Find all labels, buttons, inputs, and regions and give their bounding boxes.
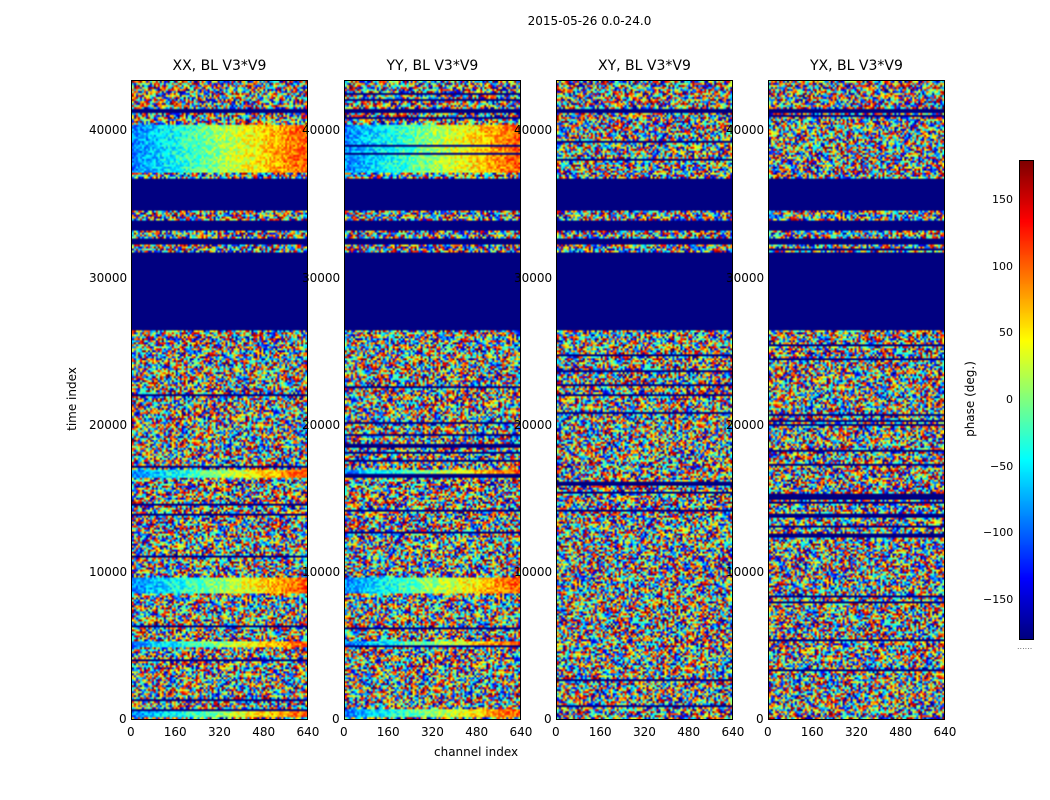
x-tick-label: 480 (465, 725, 489, 739)
y-tick-label: 10000 (89, 564, 128, 579)
colorbar-gradient (1020, 161, 1033, 639)
x-tick-label: 160 (376, 725, 400, 739)
heatmap-image-xy (557, 81, 732, 719)
x-tick-label: 160 (588, 725, 612, 739)
colorbar-tick-label: 50 (999, 326, 1013, 340)
x-tick-label: 480 (889, 725, 913, 739)
heatmap-image-xx (132, 81, 307, 719)
heatmap-panel-xy (556, 80, 733, 720)
x-tick-label: 640 (721, 725, 745, 739)
heatmap-panel-yx (768, 80, 945, 720)
colorbar (1019, 160, 1034, 640)
heatmap-panel-yy (344, 80, 521, 720)
x-tick-label: 320 (633, 725, 656, 739)
y-tick-label: 10000 (726, 564, 765, 579)
panel-title-xx: XX, BL V3*V9 (172, 58, 267, 74)
x-tick-label: 0 (764, 725, 772, 739)
x-tick-label: 640 (296, 725, 320, 739)
heatmap-panel-xx (131, 80, 308, 720)
y-tick-label: 40000 (89, 123, 128, 138)
colorbar-tick-label: −50 (990, 459, 1014, 473)
y-tick-label: 30000 (514, 270, 553, 285)
y-tick-label: 30000 (726, 270, 765, 285)
x-tick-label: 0 (552, 725, 560, 739)
x-tick-label: 480 (252, 725, 276, 739)
x-tick-label: 320 (421, 725, 444, 739)
heatmap-image-yy (345, 81, 520, 719)
x-tick-label: 640 (509, 725, 533, 739)
colorbar-tick-label: −100 (983, 526, 1014, 540)
colorbar-tick-label: 0 (1006, 393, 1013, 406)
panel-title-xy: XY, BL V3*V9 (598, 58, 691, 74)
colorbar-label: phase (deg.) (962, 361, 977, 437)
x-tick-label: 160 (800, 725, 824, 739)
x-tick-label: 0 (340, 725, 348, 739)
colorbar-tick-label: 100 (992, 259, 1013, 273)
x-tick-label: 320 (208, 725, 231, 739)
colorbar-tick-label: −150 (983, 593, 1014, 606)
heatmap-image-yx (769, 81, 944, 719)
figure-suptitle: 2015-05-26 0.0-24.0 (527, 14, 652, 28)
x-tick-label: 480 (677, 725, 701, 739)
y-tick-label: 40000 (726, 123, 765, 138)
y-tick-label: 0 (332, 712, 340, 726)
y-tick-label: 0 (544, 712, 552, 726)
colorbar-tick-label: 150 (992, 193, 1013, 206)
y-tick-label: 0 (756, 712, 764, 726)
y-tick-label: 0 (119, 712, 127, 726)
x-tick-label: 160 (163, 725, 187, 739)
x-tick-label: 0 (127, 725, 135, 739)
x-axis-label: channel index (434, 745, 519, 759)
y-tick-label: 20000 (89, 417, 128, 432)
x-tick-label: 640 (933, 725, 957, 739)
y-tick-label: 20000 (726, 417, 765, 432)
y-axis-label: time index (64, 367, 79, 431)
y-tick-label: 30000 (302, 270, 341, 285)
y-tick-label: 10000 (514, 564, 553, 579)
colorbar-note: ...... (1017, 642, 1033, 651)
y-tick-label: 30000 (89, 270, 128, 285)
y-tick-label: 40000 (514, 123, 553, 138)
y-tick-label: 20000 (514, 417, 553, 432)
panel-title-yy: YY, BL V3*V9 (386, 58, 479, 74)
y-tick-label: 20000 (302, 417, 341, 432)
panel-title-yx: YX, BL V3*V9 (810, 58, 903, 74)
y-tick-label: 10000 (302, 564, 341, 579)
y-tick-label: 40000 (302, 123, 341, 138)
x-tick-label: 320 (845, 725, 868, 739)
